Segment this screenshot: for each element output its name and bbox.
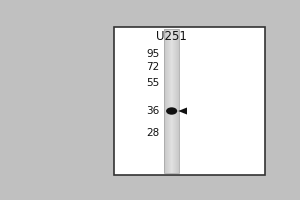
Text: 72: 72 <box>146 62 159 72</box>
Bar <box>169 29 170 173</box>
Bar <box>166 29 167 173</box>
Bar <box>168 29 169 173</box>
Polygon shape <box>178 107 187 115</box>
Bar <box>175 29 176 173</box>
Text: 28: 28 <box>146 128 159 138</box>
Bar <box>169 29 170 173</box>
Bar <box>177 29 178 173</box>
Bar <box>172 29 173 173</box>
Bar <box>164 29 179 173</box>
Bar <box>174 29 175 173</box>
Bar <box>171 29 172 173</box>
Bar <box>165 29 166 173</box>
Bar <box>173 29 174 173</box>
Ellipse shape <box>166 107 177 115</box>
Bar <box>164 29 165 173</box>
Text: 55: 55 <box>146 78 159 88</box>
Text: 95: 95 <box>146 49 159 59</box>
Text: 36: 36 <box>146 106 159 116</box>
Bar <box>167 29 168 173</box>
Text: U251: U251 <box>156 30 187 43</box>
Bar <box>170 29 171 173</box>
Bar <box>176 29 177 173</box>
Bar <box>114 27 265 175</box>
Bar <box>178 29 179 173</box>
Bar <box>169 29 170 173</box>
Bar <box>175 29 176 173</box>
